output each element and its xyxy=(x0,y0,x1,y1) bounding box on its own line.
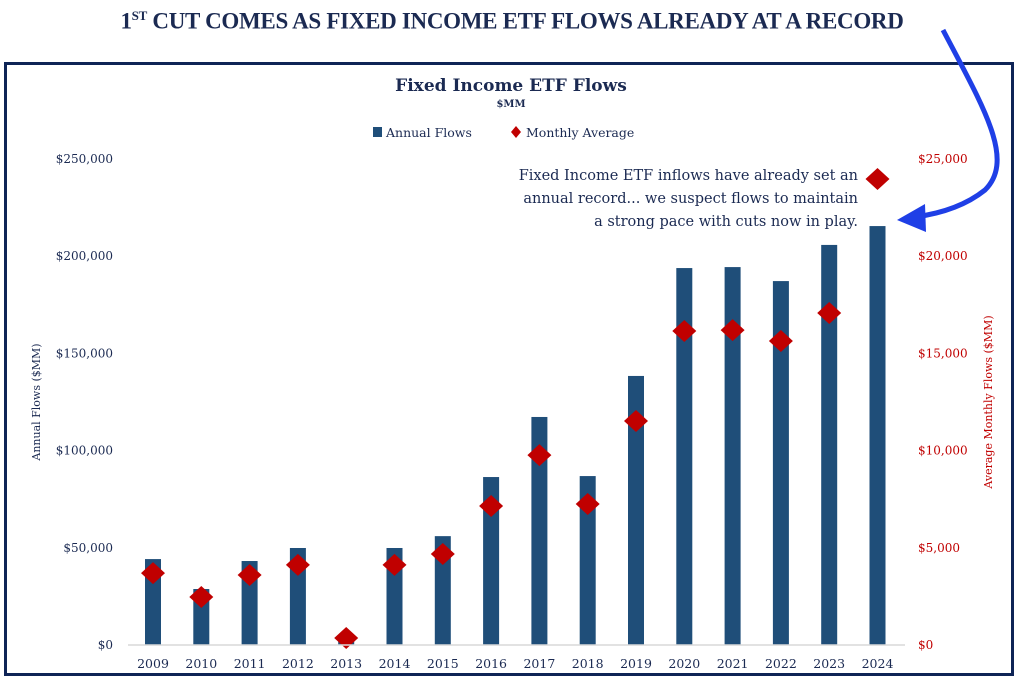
y2-tick-label: $5,000 xyxy=(918,541,960,555)
diamond-2021 xyxy=(720,319,745,342)
y2-tick-label: $15,000 xyxy=(918,346,968,360)
annotation-line-1: Fixed Income ETF inflows have already se… xyxy=(519,168,858,184)
bar-2024 xyxy=(869,226,886,645)
diamond-2023 xyxy=(817,301,842,324)
legend-label-annual: Annual Flows xyxy=(385,125,472,140)
diamond-2022 xyxy=(768,329,793,352)
x-tick-label: 2014 xyxy=(379,656,411,671)
x-tick-label: 2009 xyxy=(137,656,169,671)
bar-2016 xyxy=(483,477,500,645)
x-tick-label: 2011 xyxy=(234,656,266,671)
x-tick-label: 2021 xyxy=(717,656,749,671)
diamond-2018 xyxy=(575,493,600,516)
headline: 1ST CUT COMES AS FIXED INCOME ETF FLOWS … xyxy=(0,8,1024,35)
diamond-2011 xyxy=(237,564,262,587)
diamond-2019 xyxy=(624,410,648,433)
bar-2020 xyxy=(676,268,693,645)
chart-title: Fixed Income ETF Flows xyxy=(395,76,627,96)
x-tick-label: 2016 xyxy=(475,656,507,671)
bar-2009 xyxy=(145,559,161,645)
bar-2015 xyxy=(434,536,451,645)
chart-subtitle: $MM xyxy=(496,99,525,110)
diamond-2017 xyxy=(527,444,552,467)
y2-axis-label: Average Monthly Flows ($MM) xyxy=(982,315,995,489)
annotation: Fixed Income ETF inflows have already se… xyxy=(519,168,858,230)
diamond-2020 xyxy=(672,320,697,343)
x-tick-label: 2019 xyxy=(620,656,652,671)
bar-2017 xyxy=(531,416,548,645)
bar-2019 xyxy=(628,375,644,645)
legend-swatch-annual xyxy=(373,127,382,137)
headline-number: 1 xyxy=(120,8,132,34)
x-tick-label: 2015 xyxy=(427,656,459,671)
y2-tick-label: $10,000 xyxy=(918,444,968,458)
y2-tick-label: $20,000 xyxy=(918,249,968,263)
x-tick-label: 2018 xyxy=(572,656,604,671)
x-tick-label: 2013 xyxy=(330,656,362,671)
y-tick-label: $50,000 xyxy=(63,541,113,555)
bar-2021 xyxy=(724,267,741,645)
x-tick-label: 2012 xyxy=(282,656,314,671)
diamond-2014 xyxy=(382,553,407,576)
x-tick-label: 2022 xyxy=(765,656,797,671)
diamond-2012 xyxy=(285,553,310,576)
bar-2022 xyxy=(772,281,789,645)
y-tick-label: $150,000 xyxy=(56,346,113,360)
headline-superscript: ST xyxy=(131,8,148,23)
diamond-2009 xyxy=(141,562,165,585)
y2-tick-label: $25,000 xyxy=(918,152,968,166)
x-tick-label: 2017 xyxy=(523,656,555,671)
diamond-2024 xyxy=(865,168,890,191)
diamond-2010 xyxy=(189,585,214,608)
legend-swatch-monthly xyxy=(511,126,521,138)
chart-frame xyxy=(4,62,1014,676)
y-tick-label: $0 xyxy=(98,638,113,652)
y-axis-label: Annual Flows ($MM) xyxy=(30,343,43,461)
bar-2012 xyxy=(289,547,306,645)
diamond-2013 xyxy=(334,627,359,650)
bar-2023 xyxy=(821,244,838,645)
bar-2014 xyxy=(386,547,403,645)
legend-label-monthly: Monthly Average xyxy=(526,125,634,140)
y-tick-label: $250,000 xyxy=(56,152,113,166)
legend: Annual Flows Monthly Average xyxy=(373,125,634,140)
y-tick-label: $100,000 xyxy=(56,444,113,458)
bar-2018 xyxy=(579,476,596,645)
headline-text: CUT COMES AS FIXED INCOME ETF FLOWS ALRE… xyxy=(146,8,904,34)
x-tick-label: 2020 xyxy=(668,656,700,671)
annotation-arrow xyxy=(897,28,1000,232)
x-tick-label: 2023 xyxy=(813,656,845,671)
annotation-line-2: annual record... we suspect flows to mai… xyxy=(523,191,858,207)
diamond-2016 xyxy=(479,495,504,518)
y2-tick-label: $0 xyxy=(918,638,933,652)
x-tick-label: 2010 xyxy=(185,656,217,671)
annotation-line-3: a strong pace with cuts now in play. xyxy=(594,214,858,230)
x-tick-label: 2024 xyxy=(862,656,894,671)
y-tick-label: $200,000 xyxy=(56,249,113,263)
diamond-2015 xyxy=(430,543,455,566)
